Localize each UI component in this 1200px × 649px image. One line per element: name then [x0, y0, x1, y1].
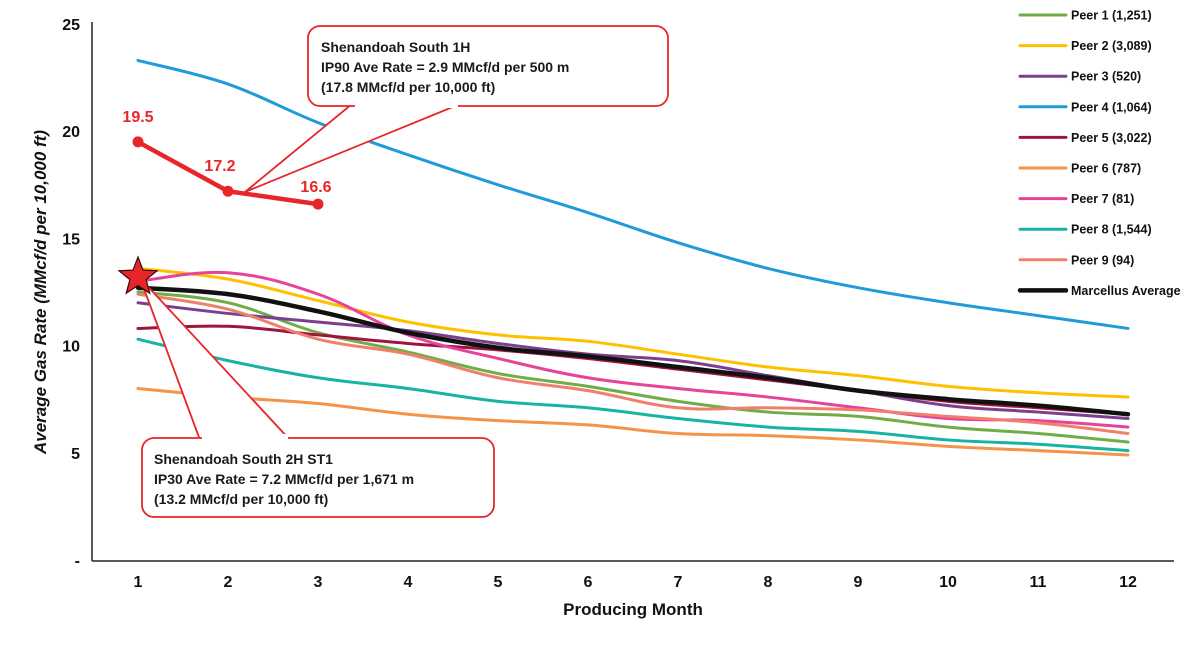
series-line-marcellus-average	[135, 285, 1131, 417]
legend-label: Marcellus Average	[1071, 284, 1181, 298]
callout-1h-box	[307, 25, 669, 107]
series-line-peer-9-94	[136, 292, 1130, 436]
legend-label: Peer 6 (787)	[1071, 162, 1141, 176]
series-line-peer-6-787	[136, 386, 1130, 457]
series-line-peer-1-1-251	[136, 290, 1130, 444]
legend-item-peer-3-520: Peer 3 (520)	[1018, 70, 1141, 84]
legend-item-peer-5-3-022: Peer 5 (3,022)	[1018, 131, 1152, 145]
legend: Peer 1 (1,251) Peer 2 (3,089) Peer 3 (520)…	[1017, 9, 1181, 298]
callout-1h-gap	[355, 100, 458, 108]
series-line-peer-8-1-544	[136, 337, 1130, 453]
callout-2h-line-3: (13.2 MMcf/d per 10,000 ft)	[154, 491, 328, 507]
y-axis-title-unit: (MMcf/d per 10,000 ft)	[31, 130, 50, 304]
x-tick-label: 1	[134, 574, 143, 591]
series-line-peer-7-81	[136, 270, 1130, 429]
x-tick-label: 4	[404, 574, 413, 591]
x-tick-label: 10	[939, 574, 957, 591]
series-line-peer-2-3-089	[136, 266, 1130, 399]
series-line-peer-3-520	[136, 301, 1130, 420]
legend-label: Peer 1 (1,251)	[1071, 9, 1152, 23]
callout-shenandoah-1h: Shenandoah South 1H IP90 Ave Rate = 2.9 …	[244, 25, 669, 193]
legend-item-peer-7-81: Peer 7 (81)	[1018, 192, 1134, 206]
callout-2h-gap	[202, 434, 288, 441]
legend-item-marcellus-average: Marcellus Average	[1017, 284, 1181, 298]
callout-2h-line-2: IP30 Ave Rate = 7.2 MMcf/d per 1,671 m	[154, 471, 414, 487]
legend-item-peer-4-1-064: Peer 4 (1,064)	[1018, 100, 1152, 114]
x-tick-label: 2	[224, 574, 233, 591]
x-tick-labels: 1 2 3 4 5 6 7 8 9 10 11 12	[134, 574, 1137, 591]
highlight-data-label: 16.6	[300, 179, 331, 196]
x-tick-label: 7	[674, 574, 683, 591]
callout-shenandoah-2h-st1: Shenandoah South 2H ST1 IP30 Ave Rate = …	[139, 277, 495, 518]
highlight-series: 19.5 17.2 16.6	[122, 109, 332, 210]
series-line-peer-4-1-064	[136, 58, 1130, 330]
callout-2h-box	[141, 437, 495, 518]
callout-1h-line-2: IP90 Ave Rate = 2.9 MMcf/d per 500 m	[321, 59, 569, 75]
x-tick-label: 8	[764, 574, 773, 591]
y-tick-label: 10	[62, 339, 80, 356]
y-tick-label: -	[75, 553, 80, 570]
legend-label: Peer 9 (94)	[1071, 253, 1134, 267]
legend-label: Peer 5 (3,022)	[1071, 131, 1152, 145]
legend-label: Peer 2 (3,089)	[1071, 39, 1152, 53]
legend-item-peer-2-3-089: Peer 2 (3,089)	[1018, 39, 1152, 53]
x-tick-label: 11	[1030, 574, 1047, 591]
axes	[91, 22, 1174, 562]
y-tick-label: 15	[62, 231, 80, 248]
highlight-point	[132, 136, 144, 148]
y-tick-label: 25	[62, 17, 80, 34]
callout-1h-line-3: (17.8 MMcf/d per 10,000 ft)	[321, 79, 495, 95]
legend-item-peer-6-787: Peer 6 (787)	[1018, 162, 1141, 176]
series-lines	[135, 58, 1131, 457]
callout-1h-pointer	[244, 103, 461, 193]
y-tick-labels: - 5 10 15 20 25	[62, 17, 80, 570]
x-tick-label: 3	[314, 574, 323, 591]
callout-1h-line-1: Shenandoah South 1H	[321, 39, 470, 55]
star-marker	[117, 255, 159, 295]
y-tick-label: 20	[62, 124, 80, 141]
legend-item-peer-9-94: Peer 9 (94)	[1018, 253, 1134, 267]
x-tick-label: 9	[854, 574, 863, 591]
highlight-point	[222, 185, 234, 197]
legend-label: Peer 7 (81)	[1071, 192, 1134, 206]
legend-label: Peer 3 (520)	[1071, 70, 1141, 84]
y-tick-label: 5	[71, 446, 80, 463]
star-icon	[117, 255, 159, 295]
legend-label: Peer 8 (1,544)	[1071, 223, 1152, 237]
callout-2h-line-1: Shenandoah South 2H ST1	[154, 451, 333, 467]
highlight-point	[312, 198, 324, 210]
x-axis-title: Producing Month	[563, 600, 703, 619]
x-tick-label: 5	[494, 574, 503, 591]
legend-item-peer-8-1-544: Peer 8 (1,544)	[1018, 223, 1152, 237]
y-axis-title: Average Gas Rate (MMcf/d per 10,000 ft)	[31, 130, 50, 455]
highlight-data-label: 19.5	[122, 109, 153, 126]
legend-item-peer-1-1-251: Peer 1 (1,251)	[1018, 9, 1152, 23]
legend-label: Peer 4 (1,064)	[1071, 100, 1152, 114]
y-axis-title-main: Average Gas Rate	[31, 304, 50, 455]
x-tick-label: 6	[584, 574, 593, 591]
x-tick-label: 12	[1119, 574, 1137, 591]
highlight-data-label: 17.2	[204, 158, 235, 175]
